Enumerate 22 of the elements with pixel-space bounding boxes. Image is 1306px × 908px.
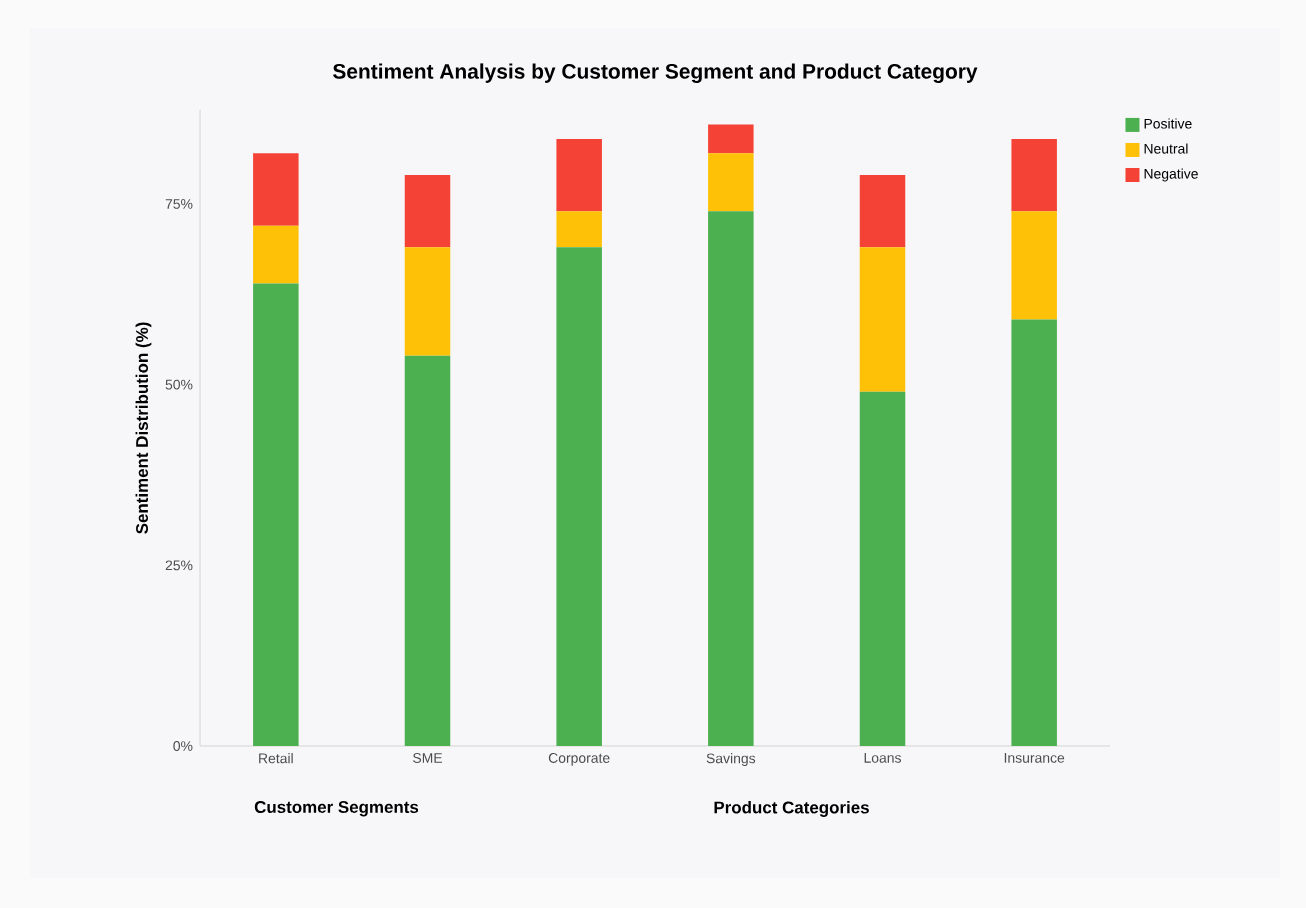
text: Customer Segments — [254, 801, 419, 817]
bar — [253, 153, 299, 226]
text: Product Categories — [714, 801, 869, 817]
bar — [404, 247, 451, 356]
bar — [253, 225, 299, 284]
bar — [859, 391, 906, 746]
bar — [859, 247, 906, 392]
bar — [1011, 138, 1057, 212]
bar — [708, 153, 754, 212]
bar — [556, 247, 602, 746]
bar — [708, 124, 754, 154]
bar — [404, 175, 451, 248]
bar — [708, 211, 754, 746]
chart-title: Sentiment Analysis by Customer Segment and Product Category — [332, 63, 978, 83]
bar — [859, 175, 906, 248]
bar — [1011, 319, 1057, 746]
bar — [404, 355, 451, 746]
bar — [556, 211, 602, 248]
bar — [253, 283, 299, 746]
y-axis-title: Sentiment Distribution (%) — [135, 322, 152, 534]
bar — [556, 138, 602, 212]
bar — [1011, 211, 1057, 320]
